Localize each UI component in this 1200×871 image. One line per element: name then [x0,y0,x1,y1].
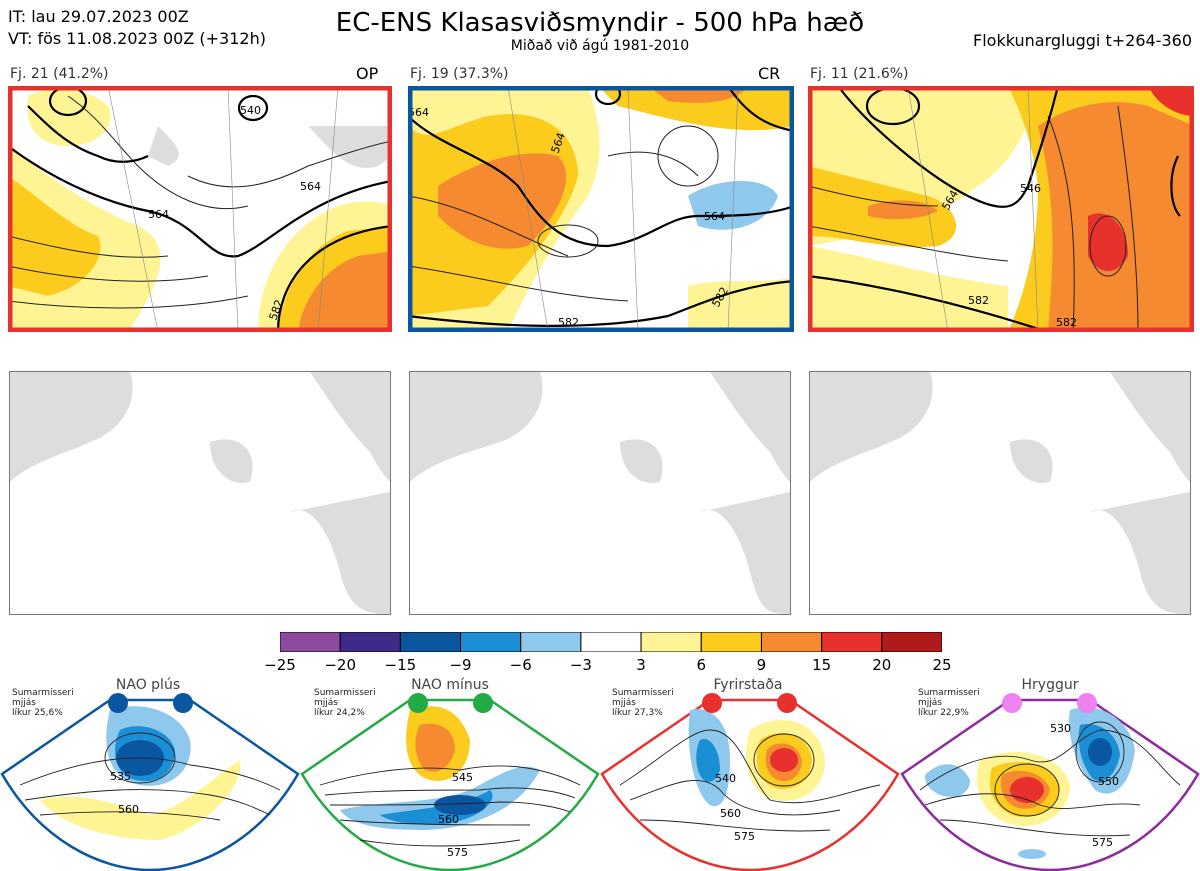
regime-4-title: Hryggur [1021,677,1079,693]
colorbar-tick: −20 [324,656,356,674]
regime-2-contour-label: 575 [447,846,468,859]
colorbar-tick: 9 [756,656,767,674]
regime-2-contour-label: 545 [452,771,473,784]
colorbar [279,631,943,653]
colorbar-swatch [399,631,462,653]
regime-4-note-season: Sumarmisseri [918,688,980,698]
cluster-1-tag: OP [356,64,379,83]
colorbar-swatch [580,631,642,653]
empty-map-1 [9,371,391,615]
cluster-1-label: Fj. 21 (41.2%) [10,66,109,82]
cluster-3-frame [808,86,1194,332]
cluster-1-contour-label: 564 [300,180,321,193]
classification-window: Flokkunargluggi t+264-360 [973,31,1192,50]
colorbar-swatch [520,631,582,653]
page-title: EC-ENS Klasasviðsmyndir - 500 hPa hæð [335,8,865,38]
cluster-3-map: 564 546 582 582 [808,86,1194,332]
colorbar-swatch [821,631,883,653]
regime-3-contour-label: 560 [720,807,741,820]
regime-2-contour-label: 560 [438,813,459,826]
cluster-3-contour-label: 546 [1020,182,1041,195]
regime-2-dot [473,693,493,713]
colorbar-tick: −15 [384,656,417,674]
regime-4-dot [1077,693,1097,713]
cluster-2-contour-label: 564 [704,210,725,223]
regime-3-title: Fyrirstaða [713,677,783,693]
regime-3-note: Sumarmisseri mjjás líkur 27,3% [612,688,674,718]
regime-2-note-season: Sumarmisseri [314,688,376,698]
regime-3-dot [702,693,722,713]
initial-time: IT: lau 29.07.2023 00Z [8,7,189,26]
regime-4-contour-label: 575 [1092,836,1113,849]
colorbar-swatch [640,631,702,653]
colorbar-swatch [279,631,341,653]
regime-2-frame [300,698,600,871]
regime-1-dot [108,693,128,713]
regime-2-map: 545 560 575 [300,693,600,871]
cluster-1-contour-label: 540 [240,104,261,117]
colorbar-tick: −6 [509,656,532,674]
regime-4-contour-label: 530 [1050,722,1071,735]
colorbar-tick: 20 [872,656,892,674]
regime-1-note-probability: líkur 25,6% [12,708,63,718]
regime-2-dot [408,693,428,713]
cluster-2-tag: CR [758,64,781,83]
cluster-2-label: Fj. 19 (37.3%) [410,66,509,82]
regime-1-note-season: Sumarmisseri [12,688,74,698]
cluster-1-contour-label: 564 [148,208,169,221]
regime-3-frame [600,698,900,871]
regime-3-dot [777,693,797,713]
colorbar-tick: 15 [812,656,832,674]
colorbar-swatch [339,631,401,653]
regime-1-map: 535 560 [0,693,300,871]
regime-1-title: NAO plús [115,677,181,693]
cluster-2-contour-label: 564 [408,106,429,119]
colorbar-swatch [460,631,522,653]
colorbar-tick: −3 [569,656,592,674]
cluster-3-contour-label: 582 [968,294,989,307]
empty-map-2 [409,371,791,615]
regime-4-note-months: mjjás [918,698,942,708]
colorbar-tick: −9 [449,656,472,674]
cluster-3-label: Fj. 11 (21.6%) [810,66,909,82]
colorbar-swatch [881,631,943,653]
colorbar-swatch [700,631,762,653]
regime-1-contour-label: 535 [110,770,131,783]
regime-3-note-months: mjjás [612,698,636,708]
regime-2-title: NAO mínus [411,677,489,693]
regime-3-contour-label: 540 [715,772,736,785]
cluster-1-frame [8,86,392,332]
colorbar-tick: 25 [932,656,952,674]
cluster-2-contour-label: 582 [558,316,579,329]
regime-4-contour-label: 550 [1098,775,1119,788]
regime-2-note: Sumarmisseri mjjás líkur 24,2% [314,688,376,718]
regime-1-dot [173,693,193,713]
regime-4-map: 530 550 575 [900,693,1200,871]
colorbar-tick: 3 [636,656,646,674]
regime-2-note-months: mjjás [314,698,338,708]
regime-4-note-probability: líkur 22,9% [918,708,969,718]
cluster-2-map: 564 564 564 582 582 [408,86,794,332]
cluster-2-frame [408,86,794,332]
regime-4-dot [1002,693,1022,713]
empty-map-3 [809,371,1191,615]
regime-2-note-probability: líkur 24,2% [314,708,365,718]
header-info: IT: lau 29.07.2023 00Z VT: fös 11.08.202… [8,6,266,50]
colorbar-tick: 6 [696,656,707,674]
colorbar-tick: −25 [264,656,296,674]
regime-3-note-season: Sumarmisseri [612,688,674,698]
regime-1-note: Sumarmisseri mjjás líkur 25,6% [12,688,74,718]
colorbar-swatch [760,631,823,653]
cluster-3-contour-label: 582 [1056,316,1077,329]
regime-4-note: Sumarmisseri mjjás líkur 22,9% [918,688,980,718]
valid-time: VT: fös 11.08.2023 00Z (+312h) [8,29,266,48]
regime-3-map: 540 560 575 [600,693,900,871]
colorbar-swatches [279,631,943,653]
regime-3-note-probability: líkur 27,3% [612,708,663,718]
regime-1-note-months: mjjás [12,698,36,708]
page-subtitle: Miðað við ágú 1981-2010 [510,38,690,54]
cluster-1-map: 564 564 540 582 [8,86,392,332]
regime-1-contour-label: 560 [118,803,139,816]
regime-3-contour-label: 575 [734,830,755,843]
